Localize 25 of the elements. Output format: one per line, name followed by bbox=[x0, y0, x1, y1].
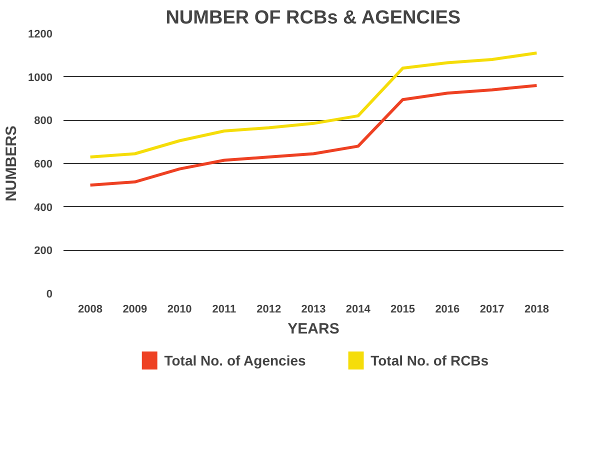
x-tick-label: 2011 bbox=[212, 304, 236, 316]
x-tick-label: 2013 bbox=[301, 304, 326, 316]
x-axis-title: YEARS bbox=[288, 320, 340, 338]
legend-label: Total No. of Agencies bbox=[164, 352, 306, 368]
x-tick-label: 2016 bbox=[435, 304, 460, 316]
y-tick-label: 0 bbox=[46, 288, 53, 300]
line-series bbox=[88, 84, 538, 187]
line-series bbox=[88, 52, 538, 158]
y-tick-label: 600 bbox=[34, 158, 53, 170]
y-tick-label: 200 bbox=[34, 245, 53, 258]
y-axis-title: NUMBERS bbox=[3, 126, 20, 202]
x-tick-label: 2009 bbox=[122, 304, 148, 316]
y-tick-label: 800 bbox=[34, 115, 53, 128]
chart-title: NUMBER OF RCBs & AGENCIES bbox=[166, 8, 461, 28]
x-tick-label: 2012 bbox=[256, 304, 282, 316]
x-tick-label: 2010 bbox=[167, 304, 192, 316]
x-tick-label: 2014 bbox=[346, 304, 372, 316]
y-tick-label: 400 bbox=[34, 202, 53, 214]
y-tick-label: 1200 bbox=[28, 28, 53, 40]
x-tick-label: 2008 bbox=[78, 304, 103, 316]
legend-label: Total No. of RCBs bbox=[370, 352, 489, 368]
y-tick-label: 1000 bbox=[28, 72, 53, 84]
x-tick-label: 2018 bbox=[524, 304, 549, 316]
x-tick-label: 2015 bbox=[390, 304, 416, 316]
x-tick-label: 2017 bbox=[480, 304, 504, 316]
